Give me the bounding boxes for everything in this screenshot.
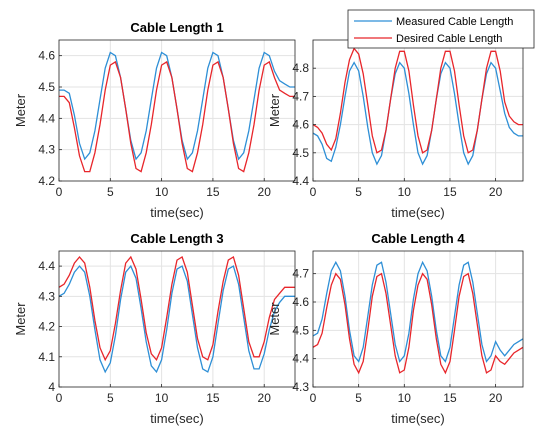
y-tick-label: 4.7 xyxy=(292,267,309,281)
chart-title: Cable Length 3 xyxy=(130,231,223,246)
y-tick-label: 4.5 xyxy=(292,146,309,160)
y-tick-label: 4.1 xyxy=(38,350,55,364)
x-tick-label: 20 xyxy=(489,185,503,199)
axes-box xyxy=(312,250,524,388)
chart-panel-4: 0 5 10 15 20 4.3 4.4 4.5 4.6 4.7 Cable Length 4 tim… xyxy=(267,231,524,426)
x-tick-label: 10 xyxy=(155,185,169,199)
x-tick-label: 5 xyxy=(107,391,114,405)
series-line-desired xyxy=(313,47,523,154)
legend-label-measured: Measured Cable Length xyxy=(396,16,513,28)
y-tick-label: 4.7 xyxy=(292,89,309,103)
x-tick-label: 5 xyxy=(355,185,362,199)
y-axis-label: Meter xyxy=(267,302,282,336)
y-tick-label: 4.4 xyxy=(292,174,309,188)
chart-panel-1: 0 5 10 15 20 4.2 4.3 4.4 4.5 4.6 Cable Length 1 tim… xyxy=(13,20,296,220)
y-tick-label: 4.6 xyxy=(38,49,55,63)
x-tick-label: 5 xyxy=(355,391,362,405)
y-tick-label: 4.2 xyxy=(38,174,55,188)
chart-title: Cable Length 1 xyxy=(130,20,223,35)
legend-box xyxy=(347,9,535,49)
y-axis-label: Meter xyxy=(13,93,28,127)
y-axis-label: Meter xyxy=(267,93,282,127)
y-axis-label: Meter xyxy=(13,302,28,336)
x-tick-label: 15 xyxy=(206,391,220,405)
y-tick-label: 4.3 xyxy=(38,143,55,157)
series-line-desired xyxy=(59,255,295,362)
y-tick-label: 4.3 xyxy=(38,289,55,303)
x-tick-label: 10 xyxy=(398,185,412,199)
y-tick-label: 4.6 xyxy=(292,118,309,132)
x-tick-label: 20 xyxy=(489,391,503,405)
y-tick-label: 4.2 xyxy=(38,320,55,334)
x-tick-label: 15 xyxy=(443,185,457,199)
axes-box xyxy=(58,39,296,182)
x-tick-label: 0 xyxy=(56,391,63,405)
x-tick-label: 10 xyxy=(398,391,412,405)
chart-panel-3: 0 5 10 15 20 4 4.1 4.2 4.3 4.4 Cable Length 3 time(… xyxy=(13,231,296,426)
x-axis-label: time(sec) xyxy=(150,205,203,220)
series-line-measured xyxy=(313,61,523,166)
y-tick-label: 4.4 xyxy=(38,111,55,125)
x-axis-label: time(sec) xyxy=(150,411,203,426)
plot-area xyxy=(313,40,523,181)
chart-title: Cable Length 4 xyxy=(371,231,465,246)
plot-area xyxy=(59,251,295,387)
x-tick-label: 0 xyxy=(310,185,317,199)
axes-box xyxy=(58,250,296,388)
series-line-measured xyxy=(313,260,523,363)
y-tick-label: 4 xyxy=(48,380,55,394)
legend: Measured Cable Length Desired Cable Lengt… xyxy=(347,9,535,49)
x-tick-label: 5 xyxy=(107,185,114,199)
y-tick-label: 4.4 xyxy=(292,352,309,366)
x-tick-label: 20 xyxy=(258,185,272,199)
x-tick-label: 0 xyxy=(56,185,63,199)
series-line-measured xyxy=(59,264,295,374)
x-tick-label: 10 xyxy=(155,391,169,405)
x-tick-label: 15 xyxy=(206,185,220,199)
y-tick-label: 4.5 xyxy=(38,80,55,94)
x-tick-label: 0 xyxy=(310,391,317,405)
y-tick-label: 4.8 xyxy=(292,61,309,75)
x-axis-label: time(sec) xyxy=(391,205,444,220)
legend-label-desired: Desired Cable Length xyxy=(396,33,502,45)
series-line-desired xyxy=(313,272,523,375)
y-tick-label: 4.4 xyxy=(38,259,55,273)
x-axis-label: time(sec) xyxy=(391,411,444,426)
x-tick-label: 15 xyxy=(443,391,457,405)
y-tick-label: 4.5 xyxy=(292,323,309,337)
y-tick-label: 4.6 xyxy=(292,295,309,309)
series-line-desired xyxy=(59,60,295,173)
x-tick-label: 20 xyxy=(258,391,272,405)
y-tick-label: 4.3 xyxy=(292,380,309,394)
chart-panel-2: 0 5 10 15 20 4.4 4.5 4.6 4.7 4.8 time(sec) Meter xyxy=(267,39,524,220)
